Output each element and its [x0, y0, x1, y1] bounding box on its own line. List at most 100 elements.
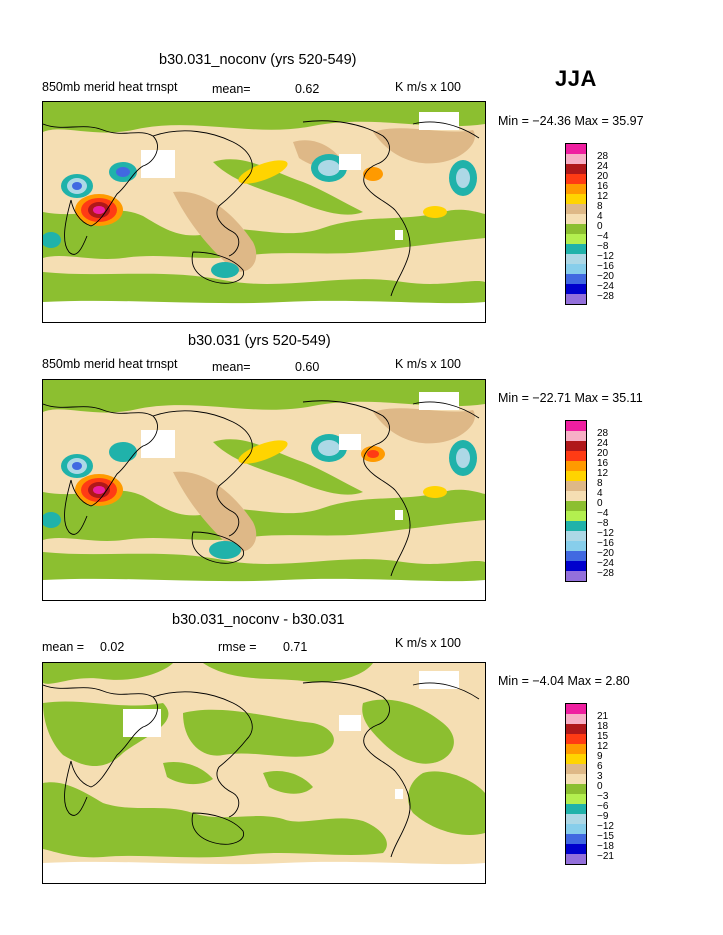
- colorbar-swatch: [566, 561, 586, 571]
- colorbar-swatch: [566, 174, 586, 184]
- coastlines: [43, 400, 480, 577]
- negative-contour-region: [43, 489, 485, 541]
- missing-data-patch: [339, 434, 361, 450]
- colorbar-swatch: [566, 264, 586, 274]
- negative-contour-region: [72, 182, 82, 190]
- panel-1-colorbar: [565, 143, 587, 305]
- colorbar-tick-label: 20: [597, 171, 609, 182]
- colorbar-tick-label: −20: [597, 271, 614, 282]
- panel-2-mean-label: mean=: [212, 360, 251, 374]
- positive-contour-region: [373, 408, 475, 444]
- colorbar-tick-label: 0: [597, 781, 603, 792]
- colorbar-swatch: [566, 844, 586, 854]
- panel-1-title: b30.031_noconv (yrs 520-549): [159, 52, 357, 68]
- colorbar-swatch: [566, 471, 586, 481]
- positive-contour-region: [238, 160, 288, 184]
- colorbar-tick-label: −4: [597, 508, 609, 519]
- colorbar-swatch: [566, 744, 586, 754]
- missing-data-patch: [419, 671, 459, 689]
- negative-contour-region: [72, 462, 82, 470]
- panel-3-map: [42, 662, 486, 884]
- colorbar-swatch: [566, 511, 586, 521]
- missing-data-patch: [419, 392, 459, 410]
- colorbar-tick-label: −24: [597, 558, 614, 569]
- antarctica-mask: [43, 300, 485, 322]
- positive-contour-region: [238, 440, 288, 464]
- colorbar-swatch: [566, 774, 586, 784]
- coastlines: [43, 120, 480, 297]
- colorbar-swatch: [566, 501, 586, 511]
- panel-2-units: K m/s x 100: [395, 357, 461, 371]
- negative-contour-region: [43, 512, 61, 528]
- positive-contour-region: [423, 206, 447, 218]
- negative-contour-region: [43, 102, 485, 133]
- negative-contour-region: [43, 232, 61, 248]
- negative-contour-region: [456, 448, 470, 468]
- panel-3-rmse-value: 0.71: [283, 640, 308, 654]
- colorbar-swatch: [566, 431, 586, 441]
- panel-3-mean-label: mean =: [42, 640, 85, 654]
- panel-1-mean-value: 0.62: [295, 82, 320, 96]
- colorbar-swatch: [566, 461, 586, 471]
- colorbar-tick-label: 9: [597, 751, 603, 762]
- coastlines: [43, 681, 480, 858]
- colorbar-tick-label: 0: [597, 221, 603, 232]
- colorbar-tick-label: −3: [597, 791, 609, 802]
- negative-contour-region: [203, 663, 373, 683]
- colorbar-swatch: [566, 764, 586, 774]
- positive-contour-region: [423, 486, 447, 498]
- colorbar-tick-label: −18: [597, 841, 614, 852]
- missing-data-patch: [339, 715, 361, 731]
- antarctica-mask: [43, 578, 485, 600]
- panel-2-title: b30.031 (yrs 520-549): [188, 333, 331, 349]
- colorbar-tick-label: −12: [597, 251, 614, 262]
- colorbar-swatch: [566, 704, 586, 714]
- colorbar-tick-label: 20: [597, 448, 609, 459]
- colorbar-swatch: [566, 184, 586, 194]
- colorbar-swatch: [566, 804, 586, 814]
- colorbar-swatch: [566, 794, 586, 804]
- colorbar-swatch: [566, 194, 586, 204]
- colorbar-tick-label: −20: [597, 548, 614, 559]
- negative-contour-region: [116, 167, 130, 177]
- colorbar-tick-label: −12: [597, 528, 614, 539]
- colorbar-swatch: [566, 441, 586, 451]
- panel-3-rmse-label: rmse =: [218, 640, 257, 654]
- colorbar-tick-label: 28: [597, 151, 609, 162]
- negative-contour-region: [43, 380, 485, 413]
- colorbar-swatch: [566, 541, 586, 551]
- colorbar-tick-label: −28: [597, 291, 614, 302]
- colorbar-tick-label: −8: [597, 241, 609, 252]
- colorbar-swatch: [566, 481, 586, 491]
- colorbar-swatch: [566, 834, 586, 844]
- colorbar-swatch: [566, 274, 586, 284]
- colorbar-swatch: [566, 244, 586, 254]
- missing-data-patch: [395, 510, 403, 520]
- negative-contour-region: [318, 160, 340, 176]
- colorbar-tick-label: −16: [597, 538, 614, 549]
- colorbar-tick-label: −15: [597, 831, 614, 842]
- panel-1-variable-label: 850mb merid heat trnspt: [42, 80, 178, 94]
- colorbar-swatch: [566, 521, 586, 531]
- colorbar-swatch: [566, 754, 586, 764]
- colorbar-tick-label: 12: [597, 468, 609, 479]
- colorbar-tick-label: −6: [597, 801, 609, 812]
- missing-data-patch: [419, 112, 459, 130]
- panel-2-colorbar: [565, 420, 587, 582]
- negative-contour-region: [43, 209, 485, 259]
- colorbar-swatch: [566, 724, 586, 734]
- colorbar-swatch: [566, 784, 586, 794]
- colorbar-tick-label: 18: [597, 721, 609, 732]
- panel-1-map: [42, 101, 486, 323]
- colorbar-tick-label: 24: [597, 438, 609, 449]
- positive-contour-region: [93, 206, 105, 214]
- colorbar-swatch: [566, 814, 586, 824]
- colorbar-tick-label: 8: [597, 201, 603, 212]
- negative-contour-region: [43, 782, 387, 858]
- panel-1-units: K m/s x 100: [395, 80, 461, 94]
- negative-contour-region: [362, 699, 454, 764]
- missing-data-patch: [395, 789, 403, 799]
- colorbar-swatch: [566, 154, 586, 164]
- missing-data-patch: [141, 150, 175, 178]
- colorbar-tick-label: −8: [597, 518, 609, 529]
